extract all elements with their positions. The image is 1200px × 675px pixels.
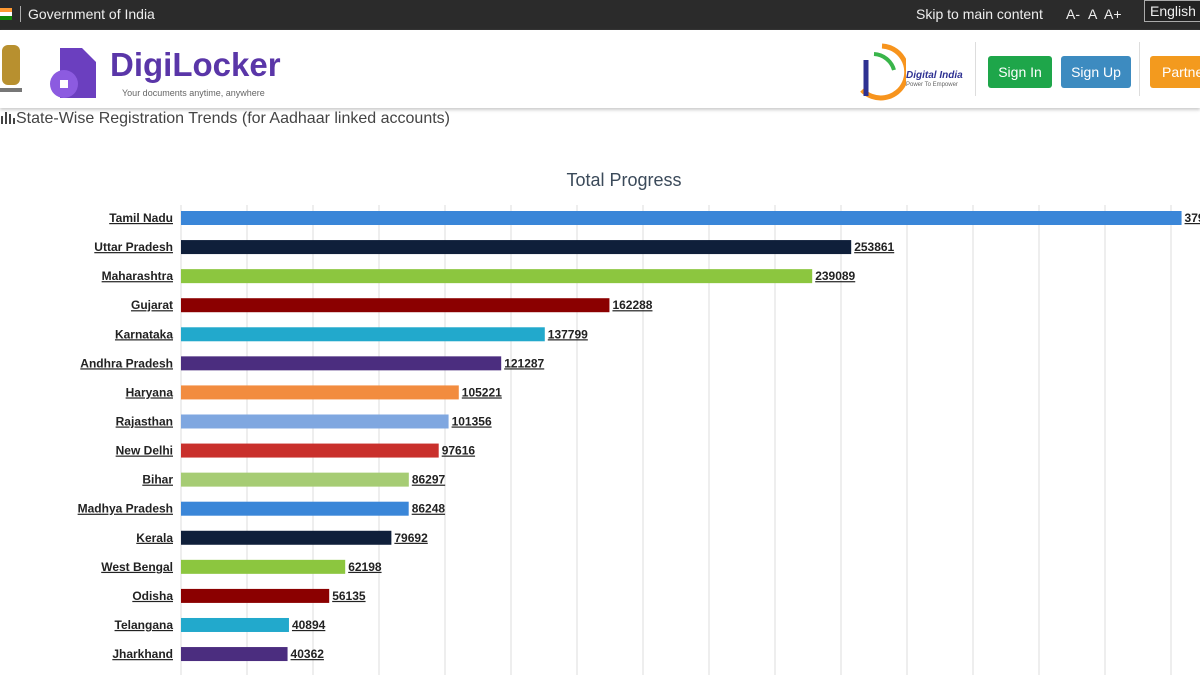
font-small[interactable]: A- (1066, 6, 1080, 22)
bar (181, 240, 852, 255)
bar (181, 588, 330, 603)
brand-icon (50, 48, 96, 98)
bar (181, 617, 289, 632)
section-title: State-Wise Registration Trends (for Aadh… (0, 110, 450, 128)
bar (181, 443, 439, 458)
y-tick-label: Tamil Nadu (109, 211, 173, 225)
chart-icon (1, 112, 15, 124)
emblem (0, 45, 22, 92)
font-large[interactable]: A+ (1104, 6, 1122, 22)
bar (181, 501, 409, 516)
bar (181, 327, 545, 342)
y-tick-label: Telangana (115, 618, 174, 632)
digital-india: Digital India (906, 70, 963, 81)
value-label: 62198 (348, 560, 382, 574)
tagline: Your documents anytime, anywhere (122, 88, 265, 98)
value-label: 40362 (291, 647, 325, 661)
section-title-text: State-Wise Registration Trends (for Aadh… (16, 110, 450, 127)
y-tick-label: Gujarat (131, 298, 173, 312)
bar (181, 356, 502, 371)
y-tick-label: Madhya Pradesh (78, 502, 173, 516)
gov-label: Government of India (20, 6, 155, 22)
y-tick-label: Maharashtra (102, 269, 174, 283)
chart: Total Progress Tamil Nadu 379000 Uttar Pra… (78, 170, 1200, 675)
flag (0, 8, 12, 20)
value-label: 105221 (462, 385, 502, 399)
bar (181, 269, 813, 284)
value-label: 79692 (394, 531, 428, 545)
value-label: 137799 (548, 327, 588, 341)
bar (181, 530, 392, 545)
y-tick-label: Andhra Pradesh (80, 356, 173, 370)
value-label: 379000 (1185, 211, 1200, 225)
y-tick-label: Bihar (142, 473, 173, 487)
sign-in-button[interactable]: Sign In (988, 56, 1052, 88)
partners-button[interactable]: Partners (1150, 56, 1200, 88)
bar (181, 472, 409, 487)
value-label: 239089 (815, 269, 855, 283)
value-label: 121287 (504, 356, 544, 370)
bar (181, 211, 1182, 225)
skip-link[interactable]: Skip to main content (916, 6, 1043, 22)
bar (181, 298, 610, 313)
y-tick-label: Odisha (132, 589, 173, 603)
bar (181, 559, 346, 574)
value-label: 162288 (612, 298, 652, 312)
y-tick-label: Karnataka (115, 327, 173, 341)
digital-india-logo (860, 43, 906, 101)
y-tick-label: Uttar Pradesh (94, 240, 173, 254)
bar (181, 385, 459, 400)
y-tick-label: Rajasthan (116, 414, 173, 428)
value-label: 253861 (854, 240, 894, 254)
y-tick-label: Kerala (136, 531, 173, 545)
value-label: 86248 (412, 502, 446, 516)
font-normal[interactable]: A (1088, 6, 1098, 22)
chart-title: Total Progress (566, 170, 681, 190)
brand[interactable]: DigiLocker (110, 46, 281, 83)
y-tick-label: New Delhi (116, 444, 173, 458)
value-label: 40894 (292, 618, 326, 632)
value-label: 56135 (332, 589, 366, 603)
value-label: 86297 (412, 473, 446, 487)
y-tick-label: Jharkhand (112, 647, 173, 661)
digital-india-tagline: Power To Empower (906, 82, 958, 88)
header: DigiLocker Your documents anytime, anywh… (0, 30, 1200, 108)
y-tick-label: West Bengal (101, 560, 173, 574)
bar (181, 647, 288, 662)
sign-up-button[interactable]: Sign Up (1061, 56, 1131, 88)
top-bar: Government of India Skip to main content… (0, 0, 1200, 30)
value-label: 101356 (452, 414, 492, 428)
y-tick-label: Haryana (126, 385, 174, 399)
value-label: 97616 (442, 444, 476, 458)
bar (181, 414, 449, 429)
language[interactable]: English (1144, 0, 1200, 22)
